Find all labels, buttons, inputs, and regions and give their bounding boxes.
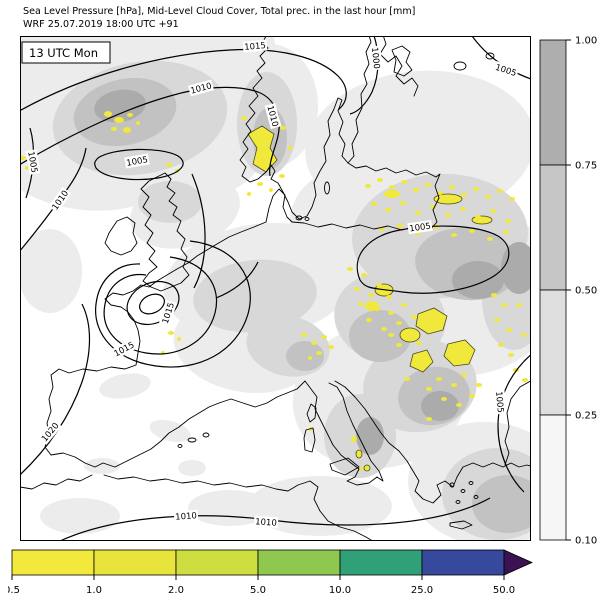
contour-label: 1010 <box>173 509 199 523</box>
precip-cluster-norway <box>166 116 292 196</box>
contour-label: 1005 <box>407 219 433 235</box>
svg-text:10.0: 10.0 <box>329 585 351 596</box>
cloud-cover-colorbar: 1.00 0.75 0.50 0.25 0.10 <box>539 36 597 547</box>
weather-map: 1015 1010 1010 1000 1005 1005 1005 1010 … <box>20 36 531 541</box>
svg-text:0.25: 0.25 <box>575 411 597 422</box>
svg-text:25.0: 25.0 <box>411 585 433 596</box>
svg-text:1010: 1010 <box>255 517 277 528</box>
svg-text:1000: 1000 <box>369 47 381 70</box>
map-frame <box>20 36 531 541</box>
figure-title-block: Sea Level Pressure [hPa], Mid-Level Clou… <box>23 5 415 31</box>
precip-colorbar-ticks: 0.5 1.0 2.0 5.0 10.0 25.0 50.0 <box>8 575 515 596</box>
svg-text:0.75: 0.75 <box>575 161 597 172</box>
precip-colorbar-segments <box>11 549 533 576</box>
precip-cluster-balkans <box>388 293 528 421</box>
svg-text:1015: 1015 <box>244 41 266 53</box>
time-label: 13 UTC Mon <box>29 46 98 60</box>
svg-text:5.0: 5.0 <box>250 585 266 596</box>
contour-label: 1005 <box>493 389 507 415</box>
svg-text:0.5: 0.5 <box>8 585 20 596</box>
cloud-colorbar-ticks: 1.00 0.75 0.50 0.25 0.10 <box>566 36 597 547</box>
svg-text:1005: 1005 <box>25 151 39 174</box>
svg-text:1005: 1005 <box>409 222 432 235</box>
contour-label: 1005 <box>124 153 150 169</box>
svg-text:1.0: 1.0 <box>86 585 102 596</box>
precip-cluster-central <box>347 267 439 345</box>
svg-text:1005: 1005 <box>126 155 149 169</box>
contour-label: 1005 <box>25 149 41 175</box>
svg-text:50.0: 50.0 <box>493 585 515 596</box>
svg-text:1.00: 1.00 <box>575 36 597 47</box>
precip-cluster-alps-italy <box>161 331 371 472</box>
svg-text:2.0: 2.0 <box>168 585 184 596</box>
svg-text:1010: 1010 <box>175 511 197 522</box>
figure-title: Sea Level Pressure [hPa], Mid-Level Clou… <box>23 6 416 17</box>
pressure-contours-layer <box>20 36 531 541</box>
time-label-box: 13 UTC Mon <box>21 41 111 64</box>
precip-colorbar: 0.5 1.0 2.0 5.0 10.0 25.0 50.0 <box>8 549 533 596</box>
svg-text:0.50: 0.50 <box>575 286 597 297</box>
contour-label: 1010 <box>253 515 279 529</box>
figure-subtitle: WRF 25.07.2019 18:00 UTC +91 <box>23 19 179 30</box>
coastlines-layer <box>20 36 531 541</box>
svg-text:1005: 1005 <box>493 391 505 413</box>
cloud-colorbar-segments <box>539 39 567 541</box>
overflow-arrow <box>503 549 533 576</box>
precip-cluster-east <box>365 178 515 241</box>
precipitation-layer <box>20 111 528 472</box>
svg-text:0.10: 0.10 <box>575 536 597 547</box>
contour-label: 1015 <box>242 39 268 53</box>
contour-label: 1000 <box>369 45 383 71</box>
precip-cluster-atlantic <box>20 111 140 170</box>
